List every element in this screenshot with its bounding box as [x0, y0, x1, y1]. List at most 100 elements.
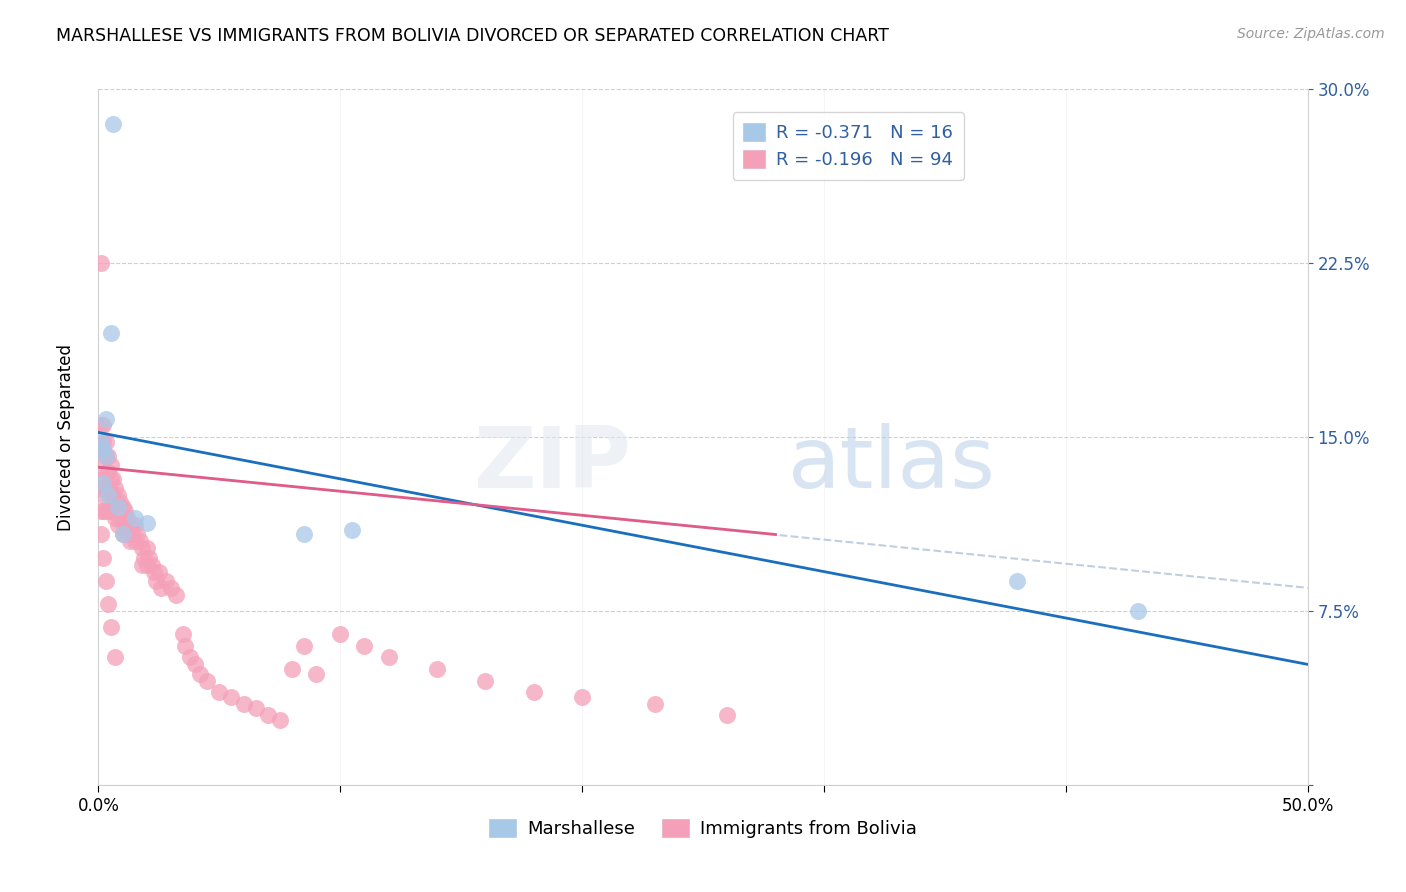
Point: [97, 488, 120, 502]
Point: [111, 500, 134, 514]
Point: [104, 481, 127, 495]
Point: [91, 418, 114, 433]
Point: [104, 650, 127, 665]
Point: [101, 117, 124, 131]
Point: [131, 541, 153, 556]
Point: [245, 701, 267, 715]
Point: [160, 581, 183, 595]
Point: [135, 558, 157, 572]
Point: [101, 488, 124, 502]
Point: [165, 588, 187, 602]
Point: [111, 527, 134, 541]
Point: [90, 481, 112, 495]
Point: [143, 565, 166, 579]
Point: [305, 666, 328, 681]
Point: [353, 639, 375, 653]
Point: [100, 472, 122, 486]
Point: [94, 481, 117, 495]
Point: [121, 527, 143, 541]
Point: [101, 504, 124, 518]
Point: [91, 488, 114, 502]
Point: [221, 690, 243, 704]
Point: [128, 534, 150, 549]
Text: MARSHALLESE VS IMMIGRANTS FROM BOLIVIA DIVORCED OR SEPARATED CORRELATION CHART: MARSHALLESE VS IMMIGRANTS FROM BOLIVIA D…: [56, 27, 889, 45]
Point: [114, 518, 136, 533]
Point: [342, 523, 364, 537]
Point: [111, 527, 134, 541]
Point: [90, 442, 112, 456]
Point: [134, 550, 156, 565]
Point: [117, 511, 139, 525]
Point: [108, 511, 131, 525]
Legend: Marshallese, Immigrants from Bolivia: Marshallese, Immigrants from Bolivia: [482, 812, 924, 846]
Point: [107, 488, 129, 502]
Point: [124, 518, 146, 533]
Point: [256, 708, 278, 723]
Point: [97, 481, 120, 495]
Point: [94, 411, 117, 425]
Point: [108, 495, 131, 509]
Point: [232, 697, 254, 711]
Point: [281, 662, 304, 676]
Point: [1007, 574, 1029, 588]
Point: [91, 434, 114, 449]
Point: [292, 527, 315, 541]
Point: [131, 558, 153, 572]
Point: [100, 488, 122, 502]
Point: [111, 516, 134, 530]
Point: [117, 527, 139, 541]
Point: [91, 453, 114, 467]
Point: [127, 527, 149, 541]
Point: [184, 657, 207, 672]
Point: [107, 500, 129, 514]
Point: [523, 685, 546, 699]
Point: [155, 574, 177, 588]
Point: [179, 650, 201, 665]
Point: [329, 627, 352, 641]
Point: [118, 534, 141, 549]
Point: [100, 620, 122, 634]
Point: [90, 418, 112, 433]
Point: [94, 434, 117, 449]
Text: atlas: atlas: [787, 424, 995, 507]
Point: [145, 574, 167, 588]
Point: [124, 534, 146, 549]
Text: Source: ZipAtlas.com: Source: ZipAtlas.com: [1237, 27, 1385, 41]
Point: [97, 465, 120, 479]
Text: ZIP: ZIP: [472, 424, 630, 507]
Y-axis label: Divorced or Separated: Divorced or Separated: [56, 343, 75, 531]
Point: [188, 666, 211, 681]
Point: [208, 685, 231, 699]
Point: [107, 504, 129, 518]
Point: [135, 541, 157, 556]
Point: [91, 476, 114, 491]
Point: [107, 518, 129, 533]
Point: [644, 697, 666, 711]
Point: [172, 627, 194, 641]
Point: [97, 504, 120, 518]
Point: [97, 597, 120, 611]
Point: [269, 713, 291, 727]
Point: [101, 472, 124, 486]
Point: [100, 504, 122, 518]
Point: [91, 472, 114, 486]
Point: [94, 504, 117, 518]
Point: [716, 708, 738, 723]
Point: [90, 434, 112, 449]
Point: [94, 465, 117, 479]
Point: [91, 550, 114, 565]
Point: [118, 518, 141, 533]
Point: [135, 516, 157, 530]
Point: [150, 581, 173, 595]
Point: [174, 639, 197, 653]
Point: [571, 690, 593, 704]
Point: [94, 449, 117, 463]
Point: [100, 458, 122, 472]
Point: [138, 550, 160, 565]
Point: [148, 565, 170, 579]
Point: [90, 504, 112, 518]
Point: [90, 527, 112, 541]
Point: [91, 442, 114, 456]
Point: [377, 650, 399, 665]
Point: [474, 673, 496, 688]
